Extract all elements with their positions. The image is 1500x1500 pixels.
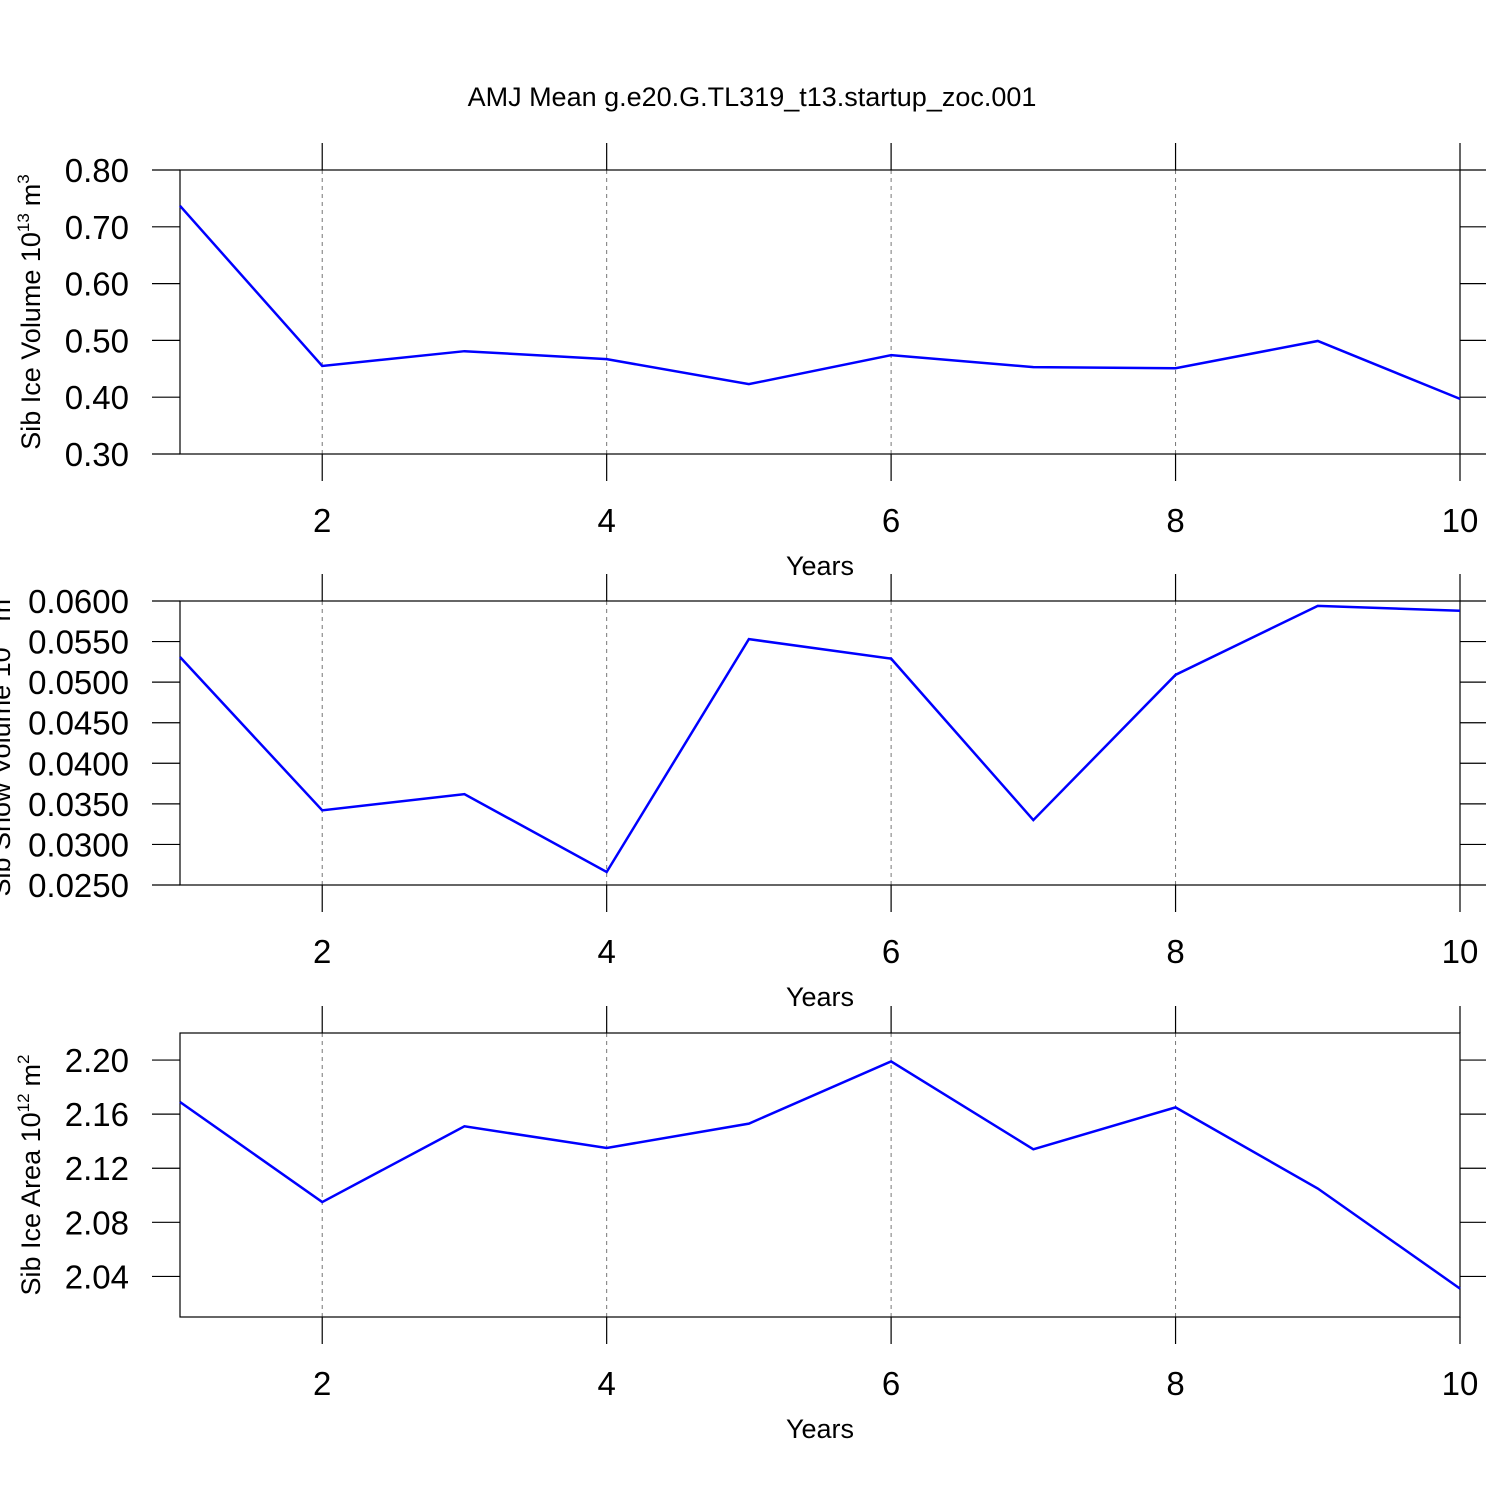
x-axis-label: Years (786, 982, 854, 1012)
y-axis-label-text: Sib Ice Area 10 (16, 1112, 46, 1295)
chart-title: AMJ Mean g.e20.G.TL319_t13.startup_zoc.0… (468, 82, 1037, 112)
plot-frame (179, 1032, 1461, 1318)
y-tick-label: 0.0350 (28, 786, 129, 823)
x-tick-label: 6 (882, 933, 900, 970)
x-axis-label: Years (786, 551, 854, 581)
plot-frame (179, 169, 1461, 455)
plot-frame (179, 600, 1461, 886)
y-tick-label: 0.60 (65, 266, 129, 303)
y-axis-label: Sib Snow Volume 1013 m3 (0, 589, 16, 896)
y-axis-label-text: Sib Snow Volume 10 (0, 647, 16, 896)
x-tick-label: 2 (313, 933, 331, 970)
y-axis-label-exponent: 13 (0, 628, 3, 647)
y-tick-label: 0.0400 (28, 745, 129, 782)
x-tick-label: 4 (597, 1365, 615, 1402)
data-line (179, 204, 1461, 401)
data-line (179, 604, 1461, 874)
y-axis-label-text: m (16, 184, 46, 207)
y-tick-label: 2.04 (65, 1258, 129, 1295)
y-axis-label-exponent: 3 (14, 174, 33, 183)
y-axis-label-text: m (0, 599, 16, 622)
y-axis-label-text: Sib Ice Volume 10 (16, 232, 46, 450)
x-tick-label: 6 (882, 1365, 900, 1402)
x-tick-label: 8 (1166, 1365, 1184, 1402)
x-tick-label: 10 (1442, 502, 1479, 539)
x-tick-label: 2 (313, 502, 331, 539)
x-tick-label: 6 (882, 502, 900, 539)
y-tick-label: 0.0300 (28, 826, 129, 863)
y-tick-label: 0.70 (65, 209, 129, 246)
y-tick-label: 0.40 (65, 379, 129, 416)
y-axis-label-text: m (16, 1064, 46, 1087)
x-axis-label: Years (786, 1414, 854, 1444)
y-tick-label: 2.16 (65, 1096, 129, 1133)
x-tick-label: 8 (1166, 502, 1184, 539)
x-tick-label: 8 (1166, 933, 1184, 970)
data-line (179, 1059, 1461, 1290)
y-axis-label-exponent: 13 (14, 213, 33, 232)
y-tick-label: 2.20 (65, 1042, 129, 1079)
y-axis-label: Sib Ice Volume 1013 m3 (14, 174, 46, 450)
y-tick-label: 0.50 (65, 322, 129, 359)
y-tick-label: 2.12 (65, 1150, 129, 1187)
y-tick-label: 0.0550 (28, 624, 129, 661)
x-tick-label: 2 (313, 1365, 331, 1402)
x-tick-label: 10 (1442, 933, 1479, 970)
y-axis-label: Sib Ice Area 1012 m2 (14, 1054, 46, 1295)
y-tick-label: 0.30 (65, 436, 129, 473)
y-tick-label: 0.0500 (28, 664, 129, 701)
y-tick-label: 0.80 (65, 152, 129, 189)
x-tick-label: 10 (1442, 1365, 1479, 1402)
y-tick-label: 0.0450 (28, 705, 129, 742)
x-tick-label: 4 (597, 933, 615, 970)
y-tick-label: 0.0250 (28, 867, 129, 904)
y-axis-label-exponent: 12 (14, 1093, 33, 1112)
y-tick-label: 2.08 (65, 1204, 129, 1241)
y-axis-label-exponent: 3 (0, 589, 3, 598)
y-tick-label: 0.0600 (28, 583, 129, 620)
x-tick-label: 4 (597, 502, 615, 539)
y-axis-label-exponent: 2 (14, 1054, 33, 1063)
